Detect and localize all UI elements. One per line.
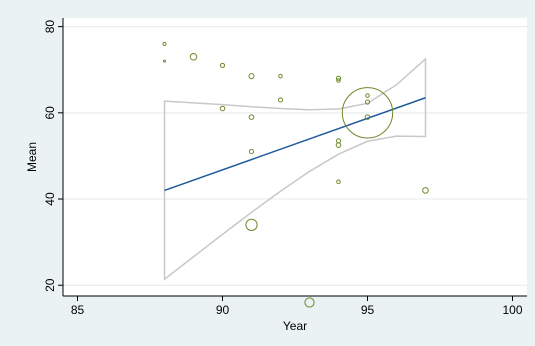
data-point-20 [341, 87, 394, 139]
data-point-13 [336, 78, 341, 83]
data-point-18 [364, 99, 371, 105]
data-point-9 [278, 73, 283, 79]
plot-area [63, 18, 527, 296]
data-point-11 [304, 297, 315, 308]
x-tick-label-85: 85 [71, 303, 85, 317]
x-tick-label-95: 95 [361, 303, 375, 317]
data-point-15 [335, 142, 342, 148]
data-point-4 [219, 105, 226, 112]
points-layer [162, 41, 429, 308]
data-point-17 [365, 93, 370, 98]
data-point-8 [245, 218, 258, 232]
data-point-0 [162, 41, 167, 46]
fit-line [164, 97, 426, 192]
y-tick-label-60: 60 [43, 106, 57, 120]
y-tick-label-80: 80 [43, 20, 57, 34]
x-tick-label-100: 100 [502, 303, 522, 317]
data-point-19 [364, 114, 371, 120]
confidence-band [163, 57, 427, 281]
y-axis-title: Mean [25, 142, 39, 172]
y-tick-label-40: 40 [43, 192, 57, 206]
x-axis-title: Year [283, 319, 307, 333]
y-tick-label-20: 20 [43, 278, 57, 292]
ci-band-outline [163, 57, 427, 281]
axes: 85 90 95 100 20 40 60 80 [43, 18, 527, 317]
data-point-3 [219, 62, 226, 68]
grid-layer [63, 26, 527, 286]
data-point-7 [248, 149, 255, 155]
data-point-12 [335, 75, 342, 81]
data-point-1 [162, 59, 167, 63]
x-tick-label-90: 90 [216, 303, 230, 317]
data-point-5 [248, 73, 255, 80]
data-point-6 [248, 114, 255, 120]
data-point-10 [277, 97, 284, 103]
data-point-21 [422, 187, 429, 194]
data-point-16 [336, 179, 341, 185]
data-point-2 [189, 53, 198, 61]
fit-line-layer [164, 97, 426, 192]
